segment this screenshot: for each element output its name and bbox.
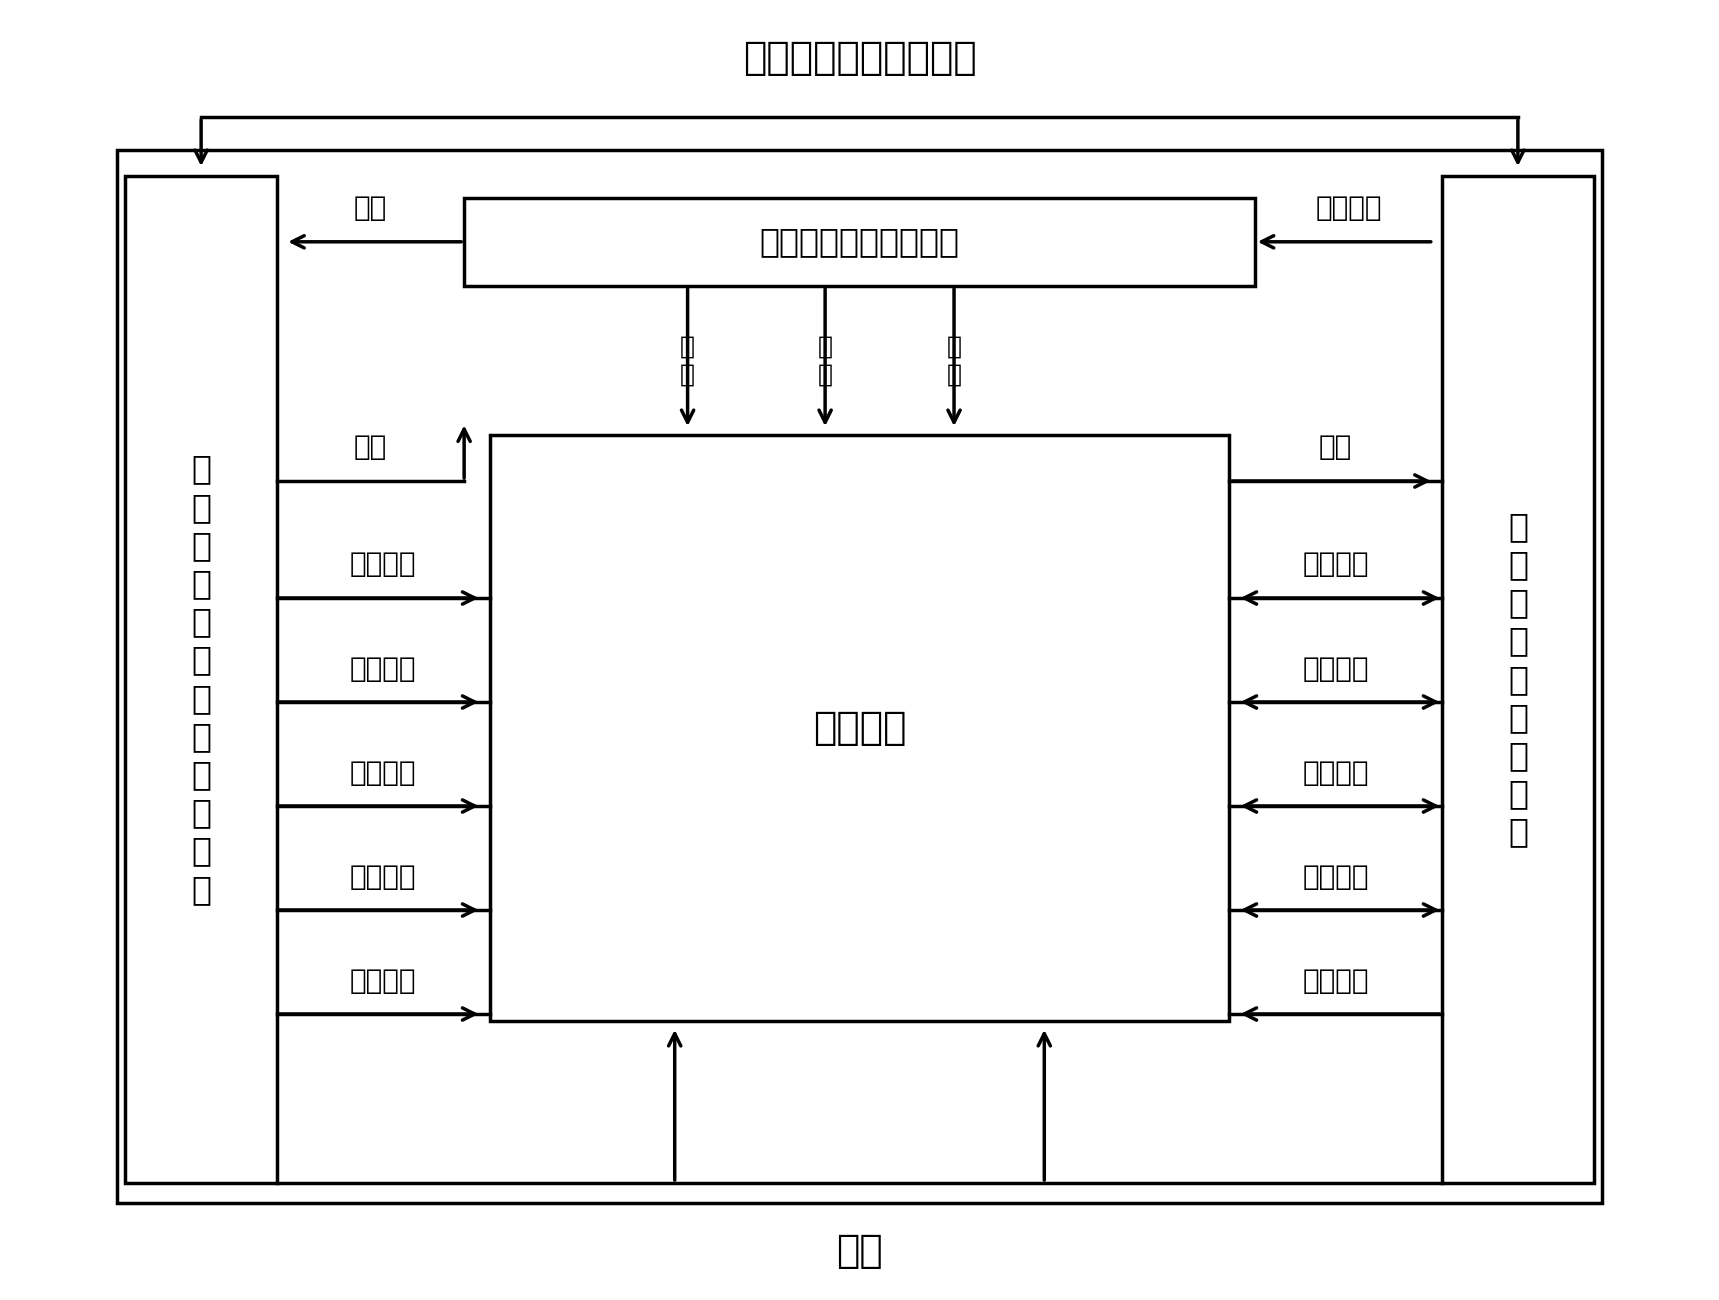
Text: 电力: 电力 [354,433,387,462]
Text: 信息反馈: 信息反馈 [1303,758,1368,786]
Text: 结构材料: 结构材料 [351,966,416,994]
Text: 湿
度: 湿 度 [818,335,832,386]
Text: 遮阳调温: 遮阳调温 [351,862,416,891]
Text: 温控: 温控 [354,194,387,222]
Text: 远程、实时、集中控制: 远程、实时、集中控制 [743,39,976,78]
Text: 温控: 温控 [1318,433,1353,462]
Text: 质量检测: 质量检测 [1303,654,1368,682]
Text: 绿色照明: 绿色照明 [351,550,416,578]
Text: 温
度: 温 度 [681,335,694,386]
Text: 稀
化
镉
薄
膜
太
阳
能
光
伏
系
统: 稀 化 镉 薄 膜 太 阳 能 光 伏 系 统 [191,452,211,906]
Text: 温室大棚: 温室大棚 [813,708,906,747]
Bar [1442,176,1594,1183]
Bar [490,436,1229,1020]
Text: 自动灌溉: 自动灌溉 [351,758,416,786]
Text: 远程管理: 远程管理 [1303,966,1368,994]
Text: 物
联
网
智
能
控
制
系
统: 物 联 网 智 能 控 制 系 统 [1508,510,1528,849]
Text: 气
流: 气 流 [947,335,961,386]
Bar [117,150,1602,1202]
Bar [464,198,1255,286]
Text: 生长调控: 生长调控 [1303,550,1368,578]
Text: 高温高效螺杆热泵系统: 高温高效螺杆热泵系统 [760,225,959,259]
Text: 电力: 电力 [835,1231,884,1270]
Text: 补光调节: 补光调节 [351,654,416,682]
Text: 集中控制: 集中控制 [1315,194,1382,222]
Text: 流程跟踪: 流程跟踪 [1303,862,1368,891]
Bar [125,176,277,1183]
